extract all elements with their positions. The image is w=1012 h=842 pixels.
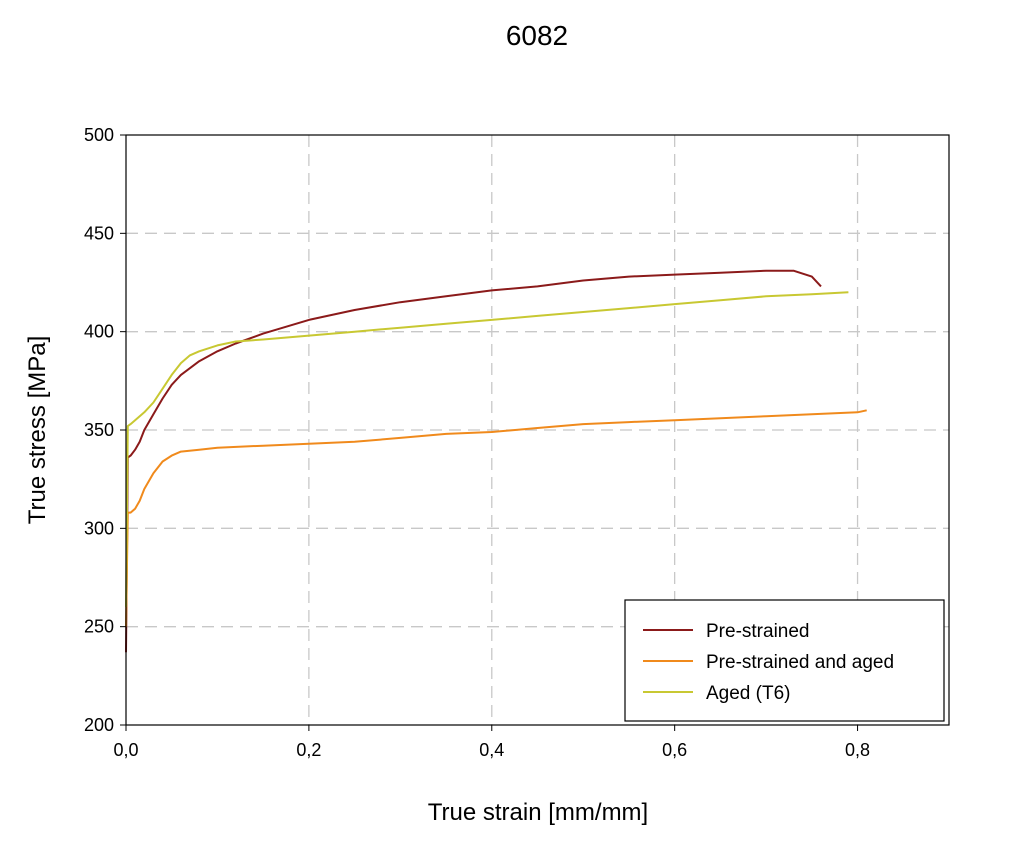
series-line-2 bbox=[125, 291, 849, 608]
y-tick-label: 500 bbox=[84, 125, 114, 145]
y-tick-label: 250 bbox=[84, 617, 114, 637]
x-tick-label: 0,8 bbox=[845, 740, 870, 760]
x-tick-label: 0,0 bbox=[113, 740, 138, 760]
x-tick-label: 0,6 bbox=[662, 740, 687, 760]
y-tick-label: 350 bbox=[84, 420, 114, 440]
y-axis-label: True stress [MPa] bbox=[24, 336, 51, 524]
y-tick-label: 400 bbox=[84, 322, 114, 342]
y-tick-label: 450 bbox=[84, 223, 114, 243]
y-tick-label: 200 bbox=[84, 715, 114, 735]
legend-label-0: Pre-strained bbox=[706, 621, 810, 642]
legend-label-1: Pre-strained and aged bbox=[706, 652, 894, 673]
y-tick-label: 300 bbox=[84, 518, 114, 538]
series-line-0 bbox=[125, 269, 822, 653]
x-tick-label: 0,2 bbox=[296, 740, 321, 760]
legend: Pre-strained Pre-strained and aged Aged (T… bbox=[624, 599, 945, 722]
legend-label-2: Aged (T6) bbox=[706, 683, 790, 704]
series-group bbox=[125, 269, 867, 653]
series-line-1 bbox=[125, 409, 867, 627]
x-axis-label: True strain [mm/mm] bbox=[428, 799, 648, 826]
x-tick-label: 0,4 bbox=[479, 740, 504, 760]
chart-title: 6082 bbox=[506, 20, 568, 51]
axes: 0,0 0,2 0,4 0,6 0,8 200 250 300 350 400 450 500 bbox=[84, 125, 870, 760]
